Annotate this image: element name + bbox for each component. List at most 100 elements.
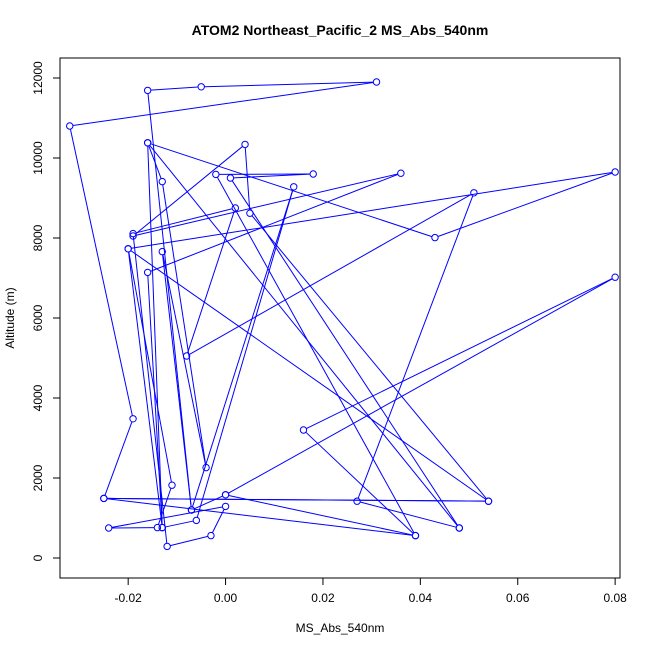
- series-segment: [132, 236, 168, 544]
- series-segment: [130, 250, 487, 500]
- data-point: [66, 122, 74, 130]
- data-point: [455, 524, 464, 532]
- series-segment: [170, 535, 208, 547]
- series-segment: [136, 173, 398, 236]
- data-point: [158, 523, 166, 532]
- x-tick-label: -0.02: [114, 591, 142, 605]
- x-tick-label: 0.04: [409, 591, 433, 605]
- data-point: [143, 86, 152, 95]
- y-tick-label: 10000: [31, 141, 45, 175]
- series-segment: [107, 497, 486, 502]
- data-point: [129, 229, 137, 238]
- series-segment: [150, 173, 399, 272]
- series-segment: [149, 144, 458, 526]
- series-segment: [196, 189, 294, 518]
- data-point: [168, 481, 176, 489]
- data-point: [299, 426, 308, 434]
- series-segment: [187, 210, 235, 354]
- x-axis: -0.02 0.00 0.02 0.04 0.06 0.08: [114, 577, 627, 605]
- data-point: [372, 78, 381, 86]
- series-segment: [131, 172, 613, 249]
- series-segment: [211, 509, 225, 533]
- series-segment: [128, 251, 172, 483]
- series-segment: [189, 193, 472, 355]
- data-point: [158, 247, 166, 256]
- data-point: [153, 523, 162, 532]
- series-segment: [150, 143, 433, 238]
- series-segment: [148, 145, 162, 179]
- series-segment: [147, 275, 163, 525]
- y-tick-label: 6000: [31, 304, 45, 331]
- series-segment: [251, 215, 487, 500]
- series-segment: [136, 208, 233, 234]
- series-segment: [162, 254, 192, 507]
- y-axis: 0 2000 4000 6000 8000 10000 12000: [31, 61, 61, 561]
- series-segment: [437, 172, 613, 237]
- data-point: [411, 531, 420, 540]
- series-segment: [305, 431, 414, 534]
- y-tick-label: 4000: [31, 384, 45, 411]
- data-point: [611, 168, 619, 176]
- data-point: [241, 140, 249, 149]
- series-segment: [204, 81, 374, 88]
- series-segment: [147, 93, 192, 507]
- data-point: [182, 352, 191, 360]
- data-point: [129, 415, 137, 423]
- series-segment: [147, 145, 163, 525]
- series-segment: [231, 180, 458, 526]
- series-group: [66, 78, 619, 551]
- data-point: [353, 497, 361, 505]
- series-segment: [357, 195, 474, 499]
- data-point: [431, 233, 439, 242]
- data-point: [129, 232, 137, 240]
- x-tick-label: 0.08: [603, 591, 627, 605]
- data-point: [143, 268, 152, 277]
- series-segment: [194, 495, 223, 510]
- chart-title: ATOM2 Northeast_Pacific_2 MS_Abs_540nm: [192, 22, 489, 38]
- data-point: [397, 169, 405, 177]
- data-point: [187, 506, 196, 514]
- series-segment: [72, 81, 374, 127]
- series-segment: [111, 506, 223, 528]
- data-point: [226, 174, 235, 182]
- data-point: [611, 273, 619, 281]
- series-segment: [233, 173, 311, 179]
- y-tick-label: 8000: [31, 224, 45, 251]
- y-tick-label: 0: [31, 554, 45, 561]
- x-tick-label: 0.02: [311, 591, 335, 605]
- data-point: [202, 463, 210, 472]
- data-point: [221, 491, 230, 499]
- series-segment: [216, 176, 415, 534]
- series-segment: [191, 189, 294, 508]
- data-point: [158, 177, 166, 186]
- data-point: [309, 170, 317, 178]
- series-segment: [162, 254, 206, 465]
- data-point: [197, 83, 205, 91]
- data-point: [246, 209, 254, 217]
- series-segment: [162, 184, 207, 465]
- series-segment: [165, 520, 194, 528]
- data-point: [192, 516, 201, 525]
- series-segment: [306, 278, 613, 430]
- y-tick-label: 12000: [31, 61, 45, 95]
- data-point: [290, 183, 298, 191]
- series-segment: [150, 86, 199, 91]
- data-point: [212, 170, 220, 179]
- series-segment: [228, 278, 613, 494]
- data-point: [207, 531, 215, 540]
- data-point: [124, 245, 132, 253]
- x-tick-label: 0.06: [506, 591, 530, 605]
- y-tick-label: 2000: [31, 464, 45, 491]
- series-segment: [104, 421, 133, 496]
- series-segment: [244, 147, 251, 211]
- series-segment: [69, 129, 133, 416]
- series-segment: [135, 146, 243, 235]
- data-point: [231, 204, 240, 212]
- data-point: [100, 494, 108, 503]
- data-point: [221, 502, 230, 511]
- data-point: [143, 139, 152, 147]
- series-segment: [106, 498, 413, 536]
- series-segment: [128, 251, 163, 525]
- x-tick-label: 0.00: [214, 591, 238, 605]
